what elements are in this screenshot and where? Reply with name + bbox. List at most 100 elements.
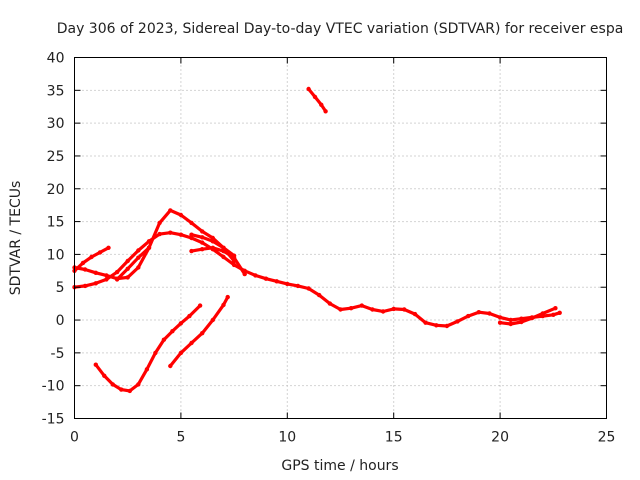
- data-point: [153, 350, 158, 356]
- series-layer: [72, 86, 562, 394]
- data-point: [263, 276, 269, 281]
- data-point: [210, 239, 215, 244]
- data-point: [466, 313, 471, 319]
- data-point: [455, 319, 460, 324]
- data-point: [242, 271, 247, 277]
- x-tick-label: 15: [385, 430, 403, 446]
- data-point: [89, 254, 94, 260]
- data-point: [508, 321, 513, 327]
- data-point: [225, 294, 230, 300]
- data-point: [106, 245, 111, 250]
- data-point: [104, 277, 109, 282]
- data-point: [231, 253, 237, 258]
- y-axis-label: SDTVAR / TECUs: [8, 181, 24, 296]
- data-point: [497, 315, 503, 320]
- data-point: [319, 102, 324, 108]
- data-point: [82, 283, 88, 289]
- data-point: [178, 321, 184, 326]
- data-point: [210, 235, 215, 241]
- data-point: [508, 317, 513, 323]
- data-point: [200, 229, 205, 234]
- data-point: [391, 306, 396, 312]
- data-point: [119, 387, 124, 392]
- data-point: [323, 109, 328, 114]
- data-point: [136, 248, 141, 253]
- data-point: [80, 260, 86, 266]
- data-point: [189, 232, 194, 237]
- data-point: [136, 265, 141, 270]
- data-point: [370, 307, 375, 312]
- y-tick-label: 0: [56, 313, 65, 329]
- data-point: [200, 331, 205, 336]
- data-point: [312, 94, 318, 100]
- data-point: [327, 301, 333, 306]
- y-tick-label: 20: [47, 182, 65, 198]
- data-point: [200, 247, 205, 252]
- data-point: [168, 208, 173, 213]
- data-point: [97, 250, 103, 255]
- data-point: [178, 232, 184, 237]
- data-point: [146, 245, 152, 250]
- data-point: [125, 275, 130, 280]
- data-point: [402, 307, 407, 312]
- data-point: [317, 292, 322, 298]
- data-point: [125, 266, 130, 271]
- data-point: [434, 323, 439, 328]
- data-point: [274, 279, 279, 284]
- data-point: [114, 269, 120, 275]
- data-point: [529, 315, 535, 321]
- data-point: [476, 310, 481, 315]
- data-point: [189, 340, 194, 346]
- data-point: [187, 313, 192, 319]
- data-point: [285, 281, 290, 287]
- data-point: [168, 363, 173, 369]
- data-point: [221, 302, 226, 308]
- data-point: [231, 262, 237, 268]
- data-point: [253, 273, 258, 278]
- data-point: [338, 307, 343, 312]
- data-point: [104, 273, 109, 278]
- plot-frame: [74, 57, 607, 419]
- data-point: [136, 255, 141, 260]
- data-point: [295, 283, 301, 289]
- grid: [74, 57, 607, 419]
- data-point: [221, 254, 226, 260]
- y-tick-label: 30: [47, 116, 65, 132]
- data-point: [93, 362, 99, 367]
- y-tick-label: 10: [47, 247, 65, 263]
- data-point: [157, 220, 162, 226]
- data-point: [519, 316, 524, 321]
- ticks: 0 5 10 15 20 25 -15 -10 -5 0 5 10 15 20 25 30 35 40: [42, 51, 616, 446]
- data-point: [380, 309, 386, 314]
- x-tick-label: 20: [491, 430, 509, 446]
- data-point: [306, 286, 311, 291]
- data-point: [412, 311, 418, 317]
- y-tick-label: 5: [56, 280, 65, 296]
- y-tick-label: -5: [51, 346, 65, 362]
- x-tick-label: 5: [176, 430, 185, 446]
- data-point: [189, 248, 194, 254]
- data-point: [114, 277, 120, 282]
- data-point: [519, 319, 524, 325]
- data-point: [487, 311, 492, 316]
- data-point: [200, 235, 205, 240]
- data-point: [102, 373, 107, 378]
- series-arc-6: [115, 246, 151, 281]
- data-point: [161, 337, 167, 342]
- data-point: [127, 388, 132, 394]
- y-tick-label: 25: [47, 149, 65, 165]
- x-tick-label: 25: [598, 430, 616, 446]
- y-tick-label: 40: [47, 51, 65, 67]
- data-point: [157, 231, 162, 237]
- data-point: [93, 270, 99, 275]
- y-tick-label: -15: [42, 412, 65, 428]
- data-point: [348, 306, 354, 311]
- series-arc-9: [307, 87, 328, 113]
- data-point: [306, 86, 311, 92]
- data-point: [557, 310, 562, 315]
- series-arc-2: [72, 208, 236, 281]
- y-tick-label: -10: [42, 379, 65, 395]
- data-point: [144, 367, 150, 372]
